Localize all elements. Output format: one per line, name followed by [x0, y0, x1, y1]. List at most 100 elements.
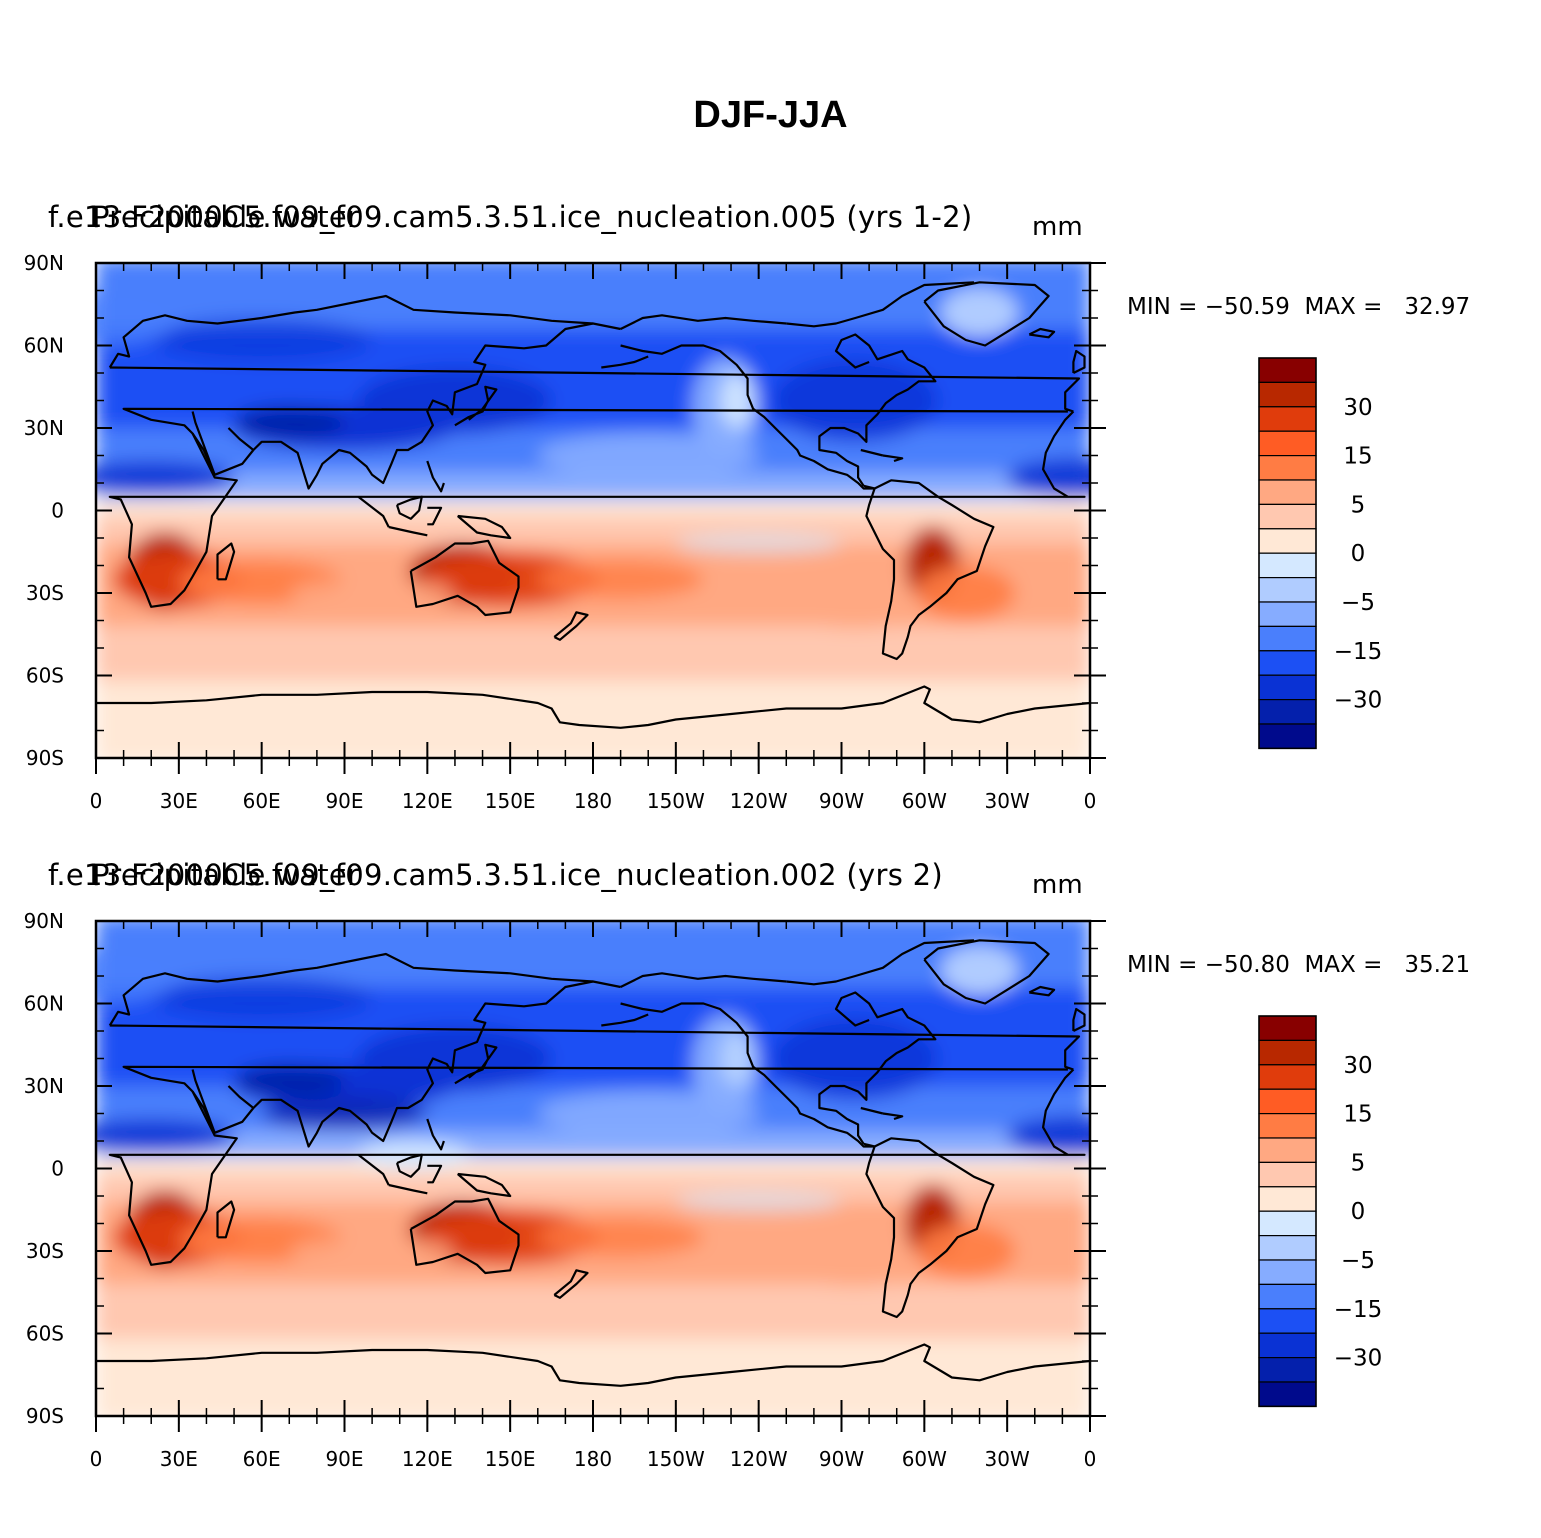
panel-variable-title: Precipitable water	[92, 200, 360, 234]
colorbar-swatch	[1258, 1308, 1317, 1334]
lon-tick-label: 60W	[902, 1447, 947, 1471]
lat-tick-label: 0	[51, 499, 64, 523]
colorbar: 30 15 5 0 −5 −15 −30	[1258, 357, 1383, 750]
lat-tick-label: 90S	[26, 1404, 64, 1428]
colorbar-swatch	[1258, 528, 1317, 554]
colorbar-label: 15	[1343, 1102, 1372, 1128]
colorbar-swatch	[1258, 1210, 1317, 1237]
lon-tick-label: 0	[90, 1447, 103, 1471]
lat-tick-label: 60N	[24, 992, 64, 1016]
lon-tick-label: 120W	[730, 789, 788, 813]
coastlines	[96, 939, 1090, 1387]
colorbar-swatch	[1258, 1283, 1317, 1310]
figure-title: DJF-JJA	[693, 94, 848, 136]
lon-tick-label: 60E	[243, 789, 281, 813]
colorbar-label: 0	[1351, 1199, 1366, 1225]
colorbar-swatch	[1258, 1137, 1317, 1163]
panel-case-title: f.e13.F2000C5.f09_f09.cam5.3.51.ice_nucl…	[48, 200, 973, 234]
lon-tick-label: 150E	[485, 789, 536, 813]
colorbar-label: −30	[1334, 1346, 1383, 1372]
colorbar-label: −5	[1341, 590, 1375, 616]
lon-tick-label: 120W	[730, 1447, 788, 1471]
panel-units: mm	[1032, 212, 1083, 242]
colorbar-swatch	[1258, 406, 1317, 432]
axes: 90N 60N 30N 0 30S 60S 90S 0 30E 60E 90E 120E 150E 180…	[24, 251, 1106, 813]
colorbar-swatch	[1258, 601, 1317, 627]
lon-tick-label: 150W	[647, 789, 705, 813]
colorbar-swatch	[1258, 1186, 1317, 1212]
lon-tick-label: 120E	[402, 1447, 453, 1471]
panel-case-title: f.e13.F2000C5.f09_f09.cam5.3.51.ice_nucl…	[48, 858, 943, 892]
colorbar: 30 15 5 0 −5 −15 −30	[1258, 1015, 1383, 1408]
lat-tick-label: 90S	[26, 746, 64, 770]
colorbar-swatch	[1258, 455, 1317, 481]
lon-tick-label: 180	[574, 1447, 612, 1471]
lat-tick-label: 60N	[24, 334, 64, 358]
colorbar-swatch	[1258, 1039, 1317, 1066]
colorbar-swatch	[1258, 381, 1317, 408]
colorbar-swatch	[1258, 1161, 1317, 1188]
colorbar-label: −15	[1334, 639, 1383, 665]
lat-tick-label: 30S	[26, 1239, 64, 1263]
lon-tick-label: 150W	[647, 1447, 705, 1471]
colorbar-swatch	[1258, 503, 1317, 530]
lon-tick-label: 0	[1084, 789, 1097, 813]
lat-tick-label: 90N	[24, 251, 64, 275]
map-plot: 90N 60N 30N 0 30S 60S 90S 0 30E 60E 90E 120E 150E 180…	[24, 251, 1383, 813]
lon-tick-label: 30E	[160, 789, 198, 813]
lat-tick-label: 90N	[24, 909, 64, 933]
panel-units: mm	[1032, 870, 1083, 900]
lon-tick-label: 60E	[243, 1447, 281, 1471]
lon-tick-label: 90E	[325, 789, 363, 813]
colorbar-label: 5	[1351, 1150, 1366, 1176]
panel-min-max: MIN = −50.59 MAX = 32.97	[1127, 294, 1471, 320]
colorbar-swatch	[1258, 357, 1317, 383]
lon-tick-label: 0	[1084, 1447, 1097, 1471]
lon-tick-label: 30E	[160, 1447, 198, 1471]
coastlines	[96, 281, 1090, 729]
colorbar-label: 30	[1343, 395, 1372, 421]
lon-tick-label: 90W	[819, 1447, 864, 1471]
lon-tick-label: 90W	[819, 789, 864, 813]
colorbar-label: 15	[1343, 444, 1372, 470]
colorbar-label: −15	[1334, 1297, 1383, 1323]
panel-min-max: MIN = −50.80 MAX = 35.21	[1127, 952, 1471, 978]
contour-field	[96, 263, 1090, 758]
lon-tick-label: 120E	[402, 789, 453, 813]
lat-tick-label: 30N	[24, 1074, 64, 1098]
colorbar-label: −5	[1341, 1248, 1375, 1274]
lon-tick-label: 60W	[902, 789, 947, 813]
colorbar-swatch	[1258, 1259, 1317, 1285]
axes: 90N 60N 30N 0 30S 60S 90S 0 30E 60E 90E 120E 150E 180…	[24, 909, 1106, 1471]
lon-tick-label: 0	[90, 789, 103, 813]
contour-field	[96, 921, 1090, 1416]
colorbar-swatch	[1258, 1015, 1317, 1041]
colorbar-swatch	[1258, 1088, 1317, 1115]
lat-tick-label: 30N	[24, 416, 64, 440]
lon-tick-label: 90E	[325, 1447, 363, 1471]
colorbar-swatch	[1258, 1332, 1317, 1359]
colorbar-swatch	[1258, 576, 1317, 603]
map-plot: 90N 60N 30N 0 30S 60S 90S 0 30E 60E 90E 120E 150E 180…	[24, 909, 1383, 1471]
lat-tick-label: 0	[51, 1157, 64, 1181]
colorbar-swatch	[1258, 479, 1317, 505]
lon-tick-label: 180	[574, 789, 612, 813]
map-panel-top: Precipitable water f.e13.F2000C5.f09_f09…	[0, 0, 1541, 813]
panel-variable-title: Precipitable water	[92, 858, 360, 892]
colorbar-swatch	[1258, 552, 1317, 579]
colorbar-swatch	[1258, 1234, 1317, 1261]
colorbar-label: 0	[1351, 541, 1366, 567]
lon-tick-label: 150E	[485, 1447, 536, 1471]
colorbar-swatch	[1258, 1113, 1317, 1139]
colorbar-swatch	[1258, 1381, 1317, 1407]
lon-tick-label: 30W	[985, 1447, 1030, 1471]
lon-tick-label: 30W	[985, 789, 1030, 813]
colorbar-swatch	[1258, 1356, 1317, 1383]
lat-tick-label: 60S	[26, 1322, 64, 1346]
colorbar-label: 5	[1351, 492, 1366, 518]
colorbar-label: 30	[1343, 1053, 1372, 1079]
colorbar-swatch	[1258, 625, 1317, 652]
colorbar-swatch	[1258, 674, 1317, 701]
colorbar-swatch	[1258, 1064, 1317, 1090]
lat-tick-label: 60S	[26, 664, 64, 688]
